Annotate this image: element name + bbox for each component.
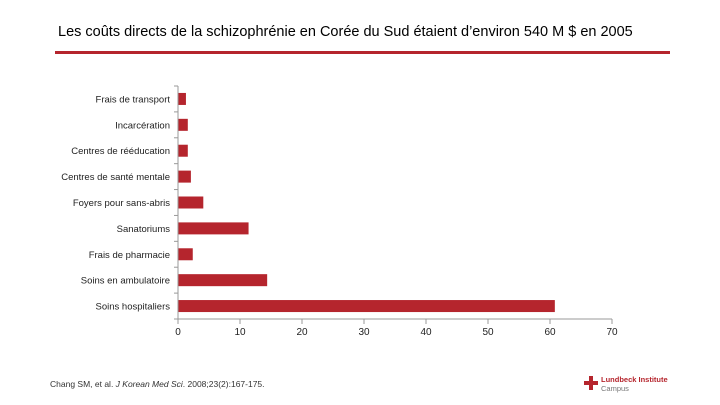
logo-mark-icon: [584, 376, 598, 390]
title-rule: [55, 51, 670, 54]
category-label: Frais de pharmacie: [89, 250, 170, 261]
bar-2: [178, 144, 188, 157]
category-label: Incarcération: [115, 120, 170, 131]
category-label: Sanatoriums: [117, 224, 171, 235]
x-tick-label: 20: [296, 327, 308, 338]
category-label: Soins hospitaliers: [96, 302, 171, 313]
page-title: Les coûts directs de la schizophrénie en…: [58, 24, 633, 40]
category-label: Foyers pour sans-abris: [73, 198, 170, 209]
x-tick-label: 50: [482, 327, 494, 338]
bar-7: [178, 274, 268, 287]
citation: Chang SM, et al. J Korean Med Sci. 2008;…: [50, 379, 265, 389]
category-label: Frais de transport: [96, 94, 171, 105]
logo-line2: Campus: [601, 384, 629, 393]
x-tick-label: 70: [606, 327, 618, 338]
logo: Lundbeck Institute Campus: [584, 374, 684, 394]
category-label: Centres de santé mentale: [61, 172, 170, 183]
category-label: Centres de rééducation: [71, 146, 170, 157]
bar-6: [178, 248, 193, 261]
x-tick-label: 40: [420, 327, 432, 338]
bar-0: [178, 92, 186, 105]
bar-4: [178, 196, 204, 209]
citation-author: Chang SM, et al.: [50, 379, 116, 389]
logo-line1: Lundbeck Institute: [601, 375, 668, 384]
citation-journal: J Korean Med Sci: [115, 379, 183, 389]
category-label: Soins en ambulatoire: [81, 276, 170, 287]
citation-rest: . 2008;23(2):167-175.: [182, 379, 265, 389]
x-tick-label: 0: [175, 327, 181, 338]
x-tick-label: 10: [234, 327, 246, 338]
x-tick-label: 30: [358, 327, 370, 338]
bar-8: [178, 300, 555, 313]
bar-1: [178, 118, 188, 131]
bar-3: [178, 170, 191, 183]
x-tick-label: 60: [544, 327, 556, 338]
bar-5: [178, 222, 249, 235]
